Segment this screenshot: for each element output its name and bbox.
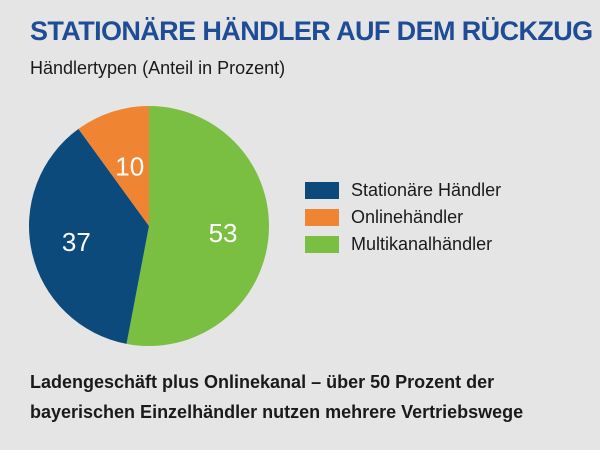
footer-caption: Ladengeschäft plus Onlinekanal – über 50… (30, 367, 590, 427)
legend-label-multi: Multikanalhändler (351, 234, 493, 254)
pie-slice-online (78, 106, 149, 226)
chart-subtitle: Händlertypen (Anteil in Prozent) (30, 58, 286, 78)
legend-swatch-multi (305, 236, 339, 253)
legend-item-multi: Multikanalhändler (305, 231, 501, 258)
legend-label-stationaer: Stationäre Händler (351, 180, 502, 200)
legend-item-online: Onlinehändler (305, 204, 501, 231)
chart-title: STATIONÄRE HÄNDLER AUF DEM RÜCKZUG (30, 16, 593, 46)
legend-swatch-online (305, 209, 339, 226)
pie-slice-multi (126, 106, 269, 346)
legend-label-online: Onlinehändler (351, 207, 464, 227)
pie-label-stationaer: 37 (62, 227, 91, 257)
legend-item-stationaer: Stationäre Händler (305, 177, 501, 204)
legend-swatch-stationaer (305, 182, 339, 199)
pie-slice-stationaer (28, 128, 150, 344)
pie-label-online: 10 (115, 152, 144, 182)
legend: Stationäre Händler Onlinehändler Multika… (305, 177, 501, 258)
footer-line-2: bayerischen Einzelhändler nutzen mehrere… (30, 402, 524, 422)
pie-label-multi: 53 (209, 218, 238, 248)
footer-line-1: Ladengeschäft plus Onlinekanal – über 50… (30, 372, 495, 392)
